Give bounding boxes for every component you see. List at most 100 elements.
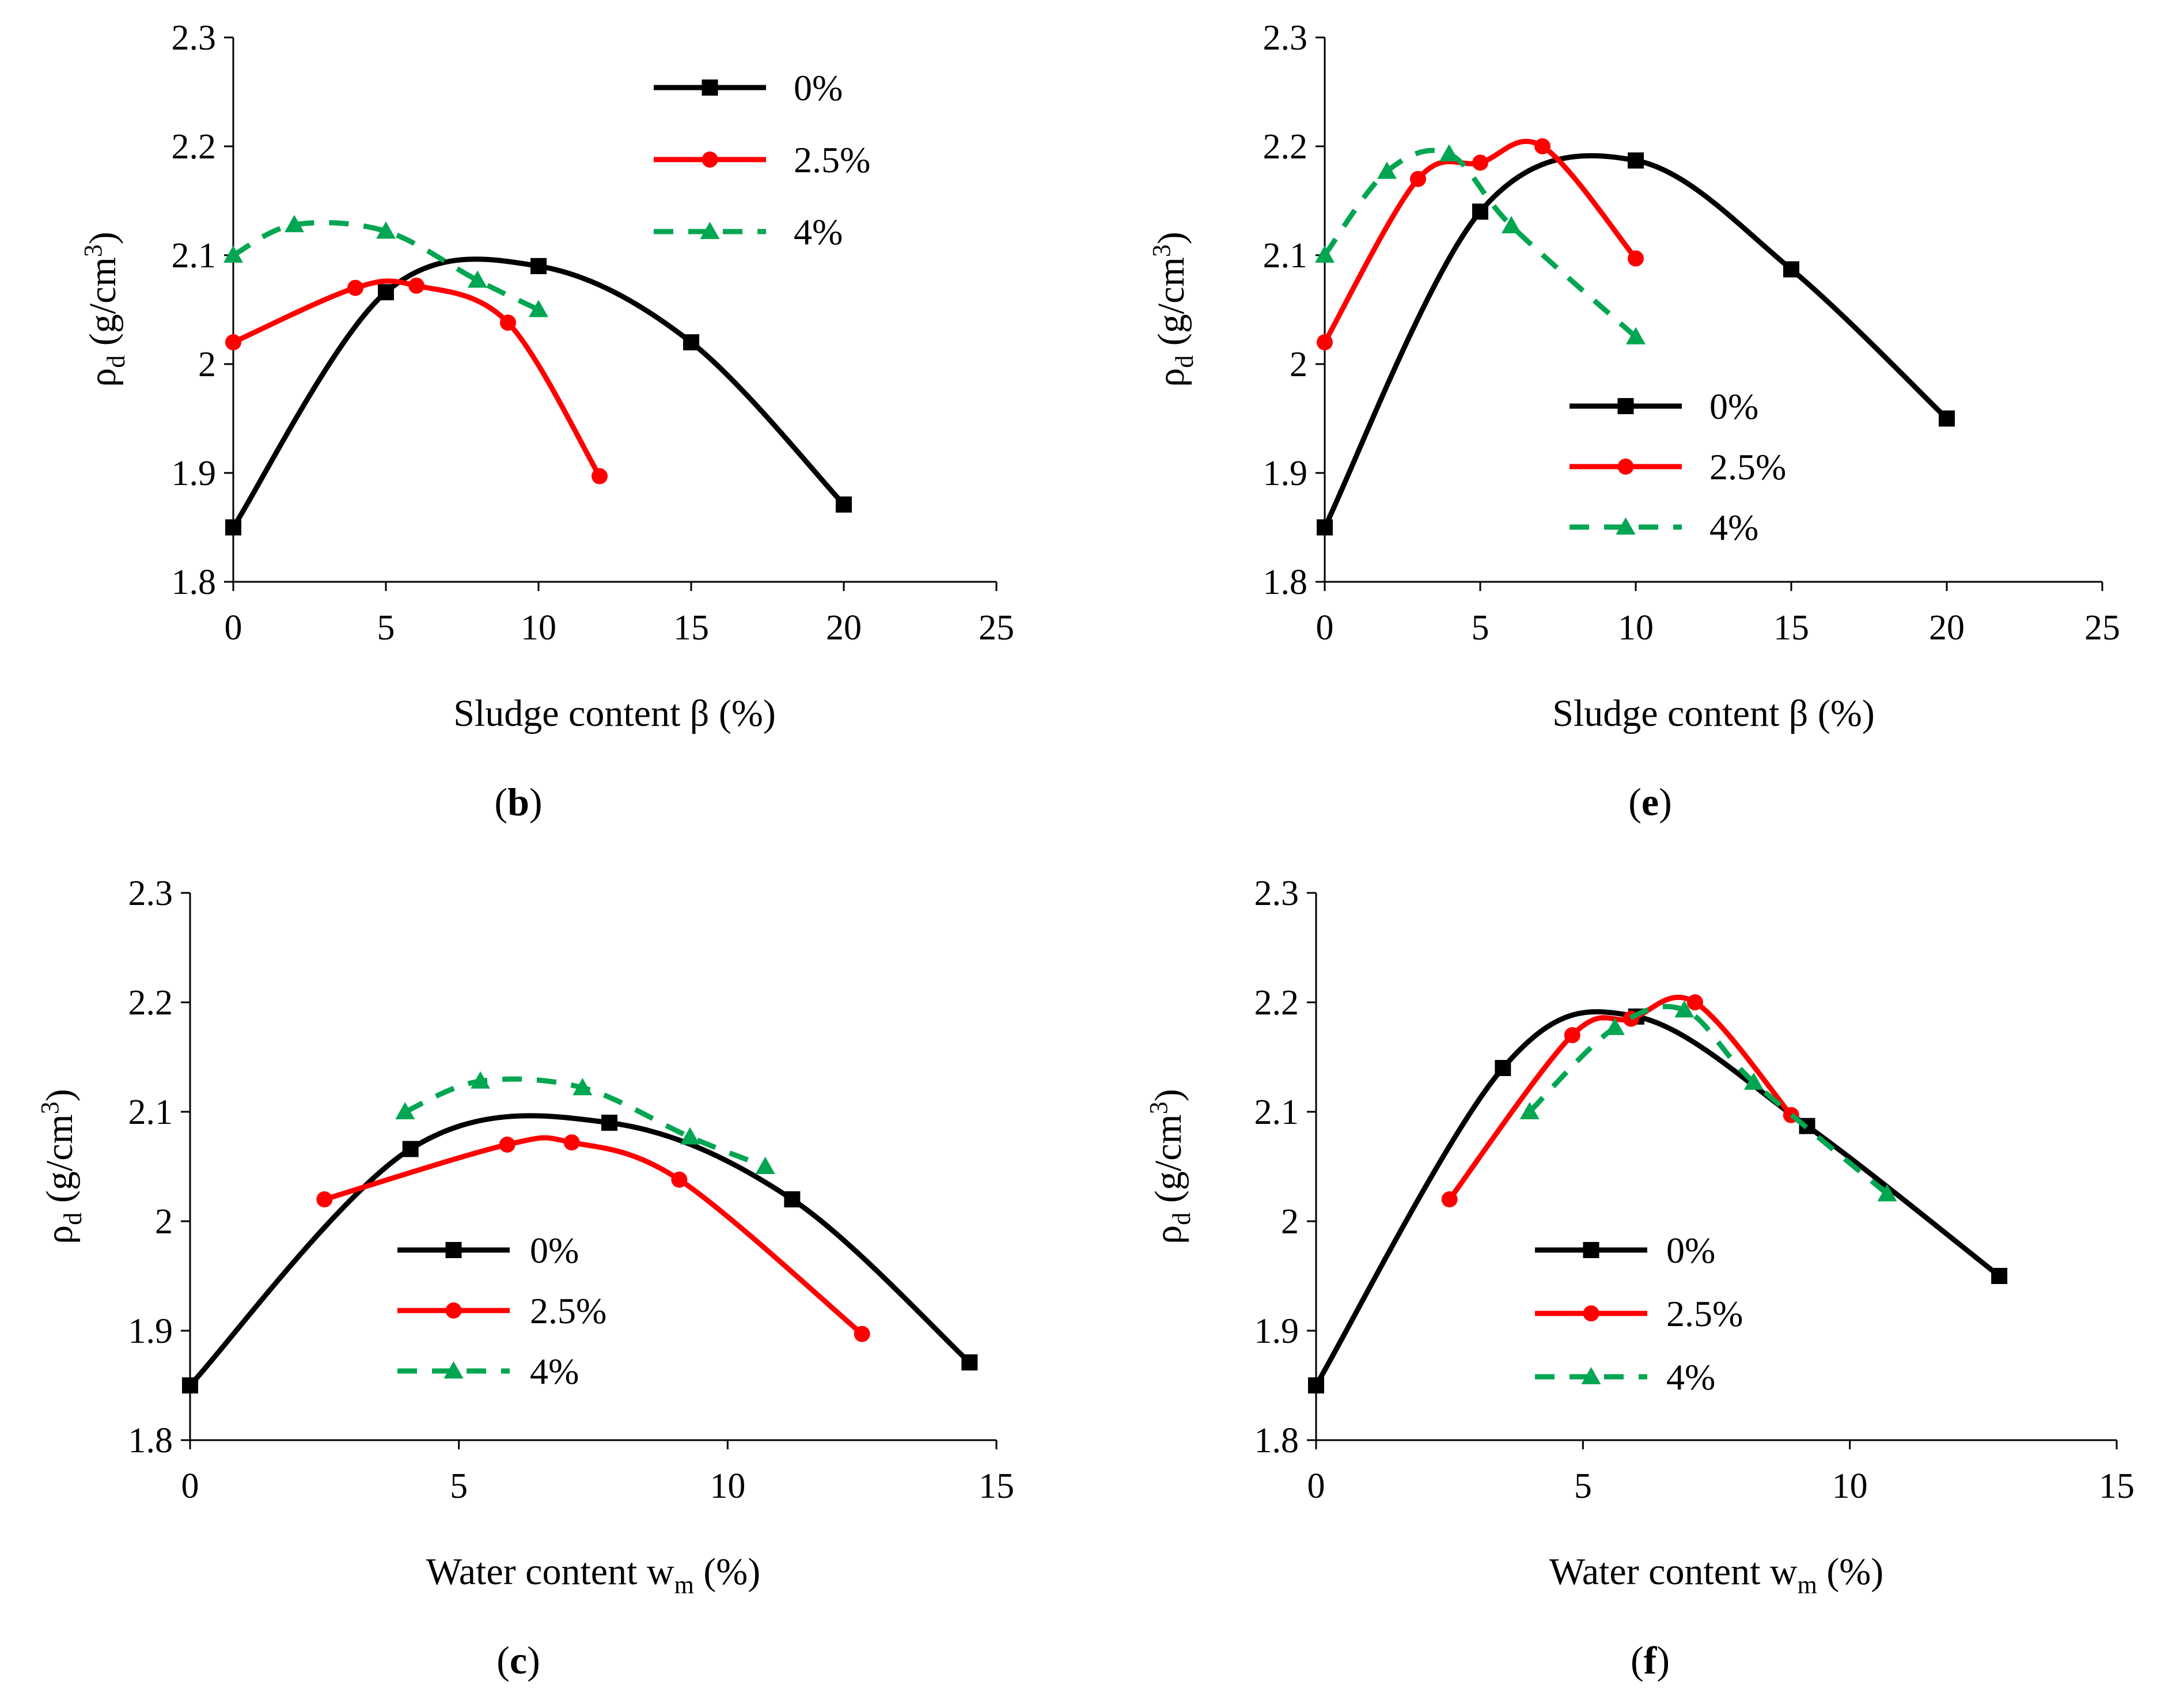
series-line (1322, 147, 1637, 339)
legend: 0% 2.5% 4% (397, 1230, 606, 1392)
chart-panel-b: 1.8 1.9 2 2.1 2.2 2.3 0 5 10 15 20 25 0% 2.5% 4% Sludge… (79, 18, 1014, 824)
x-tick-label: 0 (1316, 608, 1334, 647)
data-point (378, 284, 394, 301)
legend-label: 4% (794, 211, 843, 252)
legend-label: 2.5% (1709, 446, 1786, 487)
data-point (1939, 410, 1955, 427)
data-point (1783, 261, 1799, 278)
data-point (395, 1102, 415, 1119)
data-point (530, 257, 547, 274)
data-point (563, 1134, 580, 1151)
data-point (1519, 1102, 1540, 1119)
legend-marker (445, 1242, 462, 1258)
legend-marker (1617, 459, 1634, 475)
legend-label: 4% (530, 1351, 579, 1392)
data-point (961, 1354, 978, 1371)
x-tick-label: 0 (181, 1467, 199, 1506)
data-point (1495, 1060, 1511, 1076)
series-line (232, 219, 540, 312)
data-point (1628, 152, 1644, 169)
series-2.5% (225, 277, 608, 484)
series-4% (1519, 1000, 1897, 1202)
x-axis-title: Water content wm (%) (1549, 1551, 1884, 1599)
y-tick-label: 2.1 (128, 1093, 173, 1132)
legend-marker (702, 79, 718, 96)
data-point (1626, 327, 1646, 344)
data-point (1686, 994, 1703, 1010)
y-axis-title: ρd (g/cm3) (36, 1089, 87, 1244)
legend-marker (700, 222, 720, 239)
legend-marker (1581, 1367, 1601, 1384)
data-point (1534, 138, 1551, 154)
x-tick-label: 15 (979, 1467, 1014, 1506)
y-tick-label: 2 (155, 1202, 173, 1241)
x-axis-title: Water content wm (%) (426, 1551, 761, 1599)
legend-marker (1583, 1305, 1599, 1321)
x-tick-label: 15 (1773, 608, 1809, 647)
y-tick-label: 2.2 (1254, 983, 1299, 1022)
data-point (347, 279, 363, 296)
x-axis-title: Sludge content β (%) (453, 692, 776, 734)
x-tick-label: 25 (979, 608, 1014, 647)
x-tick-label: 15 (2099, 1467, 2135, 1506)
y-tick-label: 2.1 (1254, 1093, 1299, 1132)
y-tick-label: 1.8 (1254, 1421, 1299, 1460)
data-point (223, 245, 243, 263)
series-0% (1317, 152, 1955, 536)
y-tick-label: 1.9 (128, 1312, 173, 1351)
legend-label: 0% (1666, 1230, 1715, 1271)
data-point (601, 1115, 617, 1131)
x-tick-label: 20 (1929, 608, 1965, 647)
legend: 0% 2.5% 4% (1535, 1230, 1743, 1398)
data-point (1472, 154, 1488, 171)
y-tick-label: 2 (1290, 345, 1307, 384)
data-point (1439, 144, 1459, 162)
data-point (285, 215, 304, 233)
data-point (225, 519, 241, 536)
series-0% (182, 1113, 978, 1393)
data-point (784, 1191, 801, 1207)
data-point (836, 496, 852, 513)
y-tick-label: 2.3 (128, 874, 173, 913)
series-4% (395, 1071, 775, 1174)
legend-marker (702, 152, 718, 168)
y-tick-label: 1.9 (1254, 1312, 1299, 1351)
y-axis-title: ρd (g/cm3) (79, 232, 130, 387)
y-tick-label: 1.8 (128, 1421, 173, 1460)
y-tick-label: 1.9 (1263, 454, 1308, 493)
panel-caption: (f) (1631, 1638, 1670, 1682)
y-tick-label: 2.3 (1263, 18, 1308, 58)
series-line (1313, 1009, 2002, 1388)
series-4% (1315, 144, 1646, 344)
data-point (1317, 519, 1333, 536)
y-tick-label: 2 (1281, 1202, 1299, 1241)
data-point (1564, 1027, 1580, 1043)
x-tick-label: 10 (710, 1467, 745, 1506)
x-tick-label: 5 (377, 608, 395, 647)
data-point (1410, 171, 1426, 187)
data-point (471, 1071, 490, 1089)
y-tick-label: 2.1 (172, 236, 217, 275)
data-point (680, 1127, 700, 1145)
series-0% (1308, 1008, 2008, 1393)
legend-label: 2.5% (530, 1290, 606, 1331)
legend-label: 2.5% (794, 139, 870, 180)
y-tick-label: 2.2 (128, 983, 173, 1022)
legend-marker (1616, 517, 1636, 535)
data-point (500, 315, 516, 331)
data-point (671, 1171, 688, 1188)
x-axis-title: Sludge content β (%) (1552, 692, 1875, 734)
series-line (1527, 1003, 1889, 1196)
y-tick-label: 2.3 (1254, 874, 1299, 913)
data-point (573, 1078, 593, 1096)
data-point (402, 1141, 419, 1157)
data-point (529, 300, 548, 317)
data-point (592, 468, 608, 484)
x-tick-label: 5 (1574, 1467, 1592, 1506)
series-line (321, 1135, 865, 1337)
data-point (683, 334, 699, 351)
data-point (1605, 1017, 1625, 1035)
panel-caption: (b) (494, 780, 542, 824)
data-point (1315, 245, 1335, 263)
